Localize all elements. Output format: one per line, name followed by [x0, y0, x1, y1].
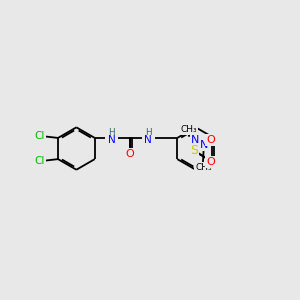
Text: Cl: Cl	[34, 156, 45, 166]
Text: N: N	[145, 135, 152, 145]
Text: S: S	[190, 145, 198, 158]
Text: CH₃: CH₃	[180, 125, 197, 134]
Text: H: H	[145, 128, 152, 137]
Text: O: O	[126, 149, 134, 159]
Text: N: N	[200, 140, 208, 150]
Text: O: O	[206, 135, 215, 145]
Text: CH₃: CH₃	[195, 164, 212, 172]
Text: Cl: Cl	[34, 131, 45, 142]
Text: H: H	[109, 128, 115, 137]
Text: N: N	[108, 135, 116, 145]
Text: O: O	[206, 157, 215, 167]
Text: N: N	[191, 135, 199, 145]
